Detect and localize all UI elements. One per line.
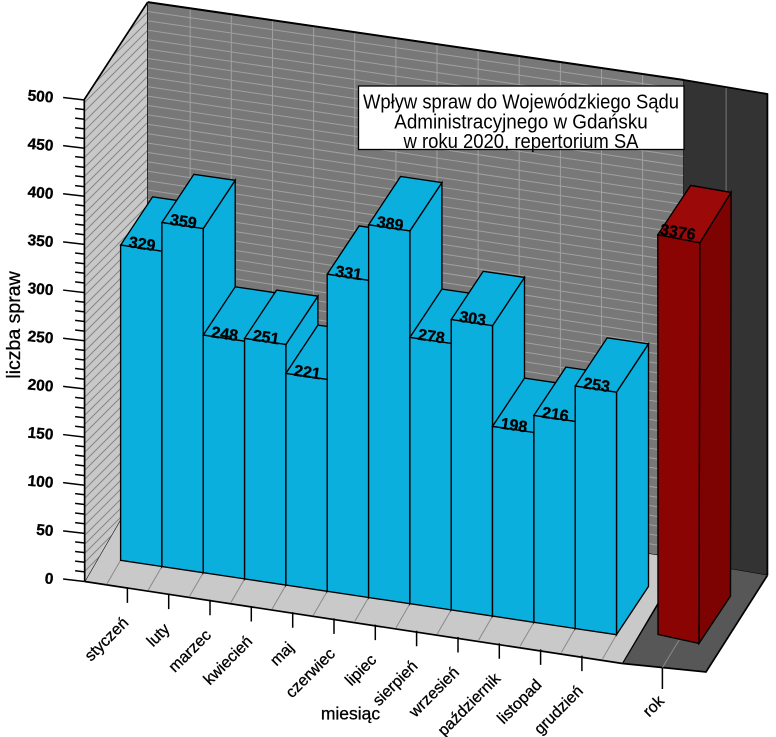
svg-text:253: 253 [582,375,611,396]
svg-text:200: 200 [27,376,54,395]
svg-text:450: 450 [27,136,54,155]
svg-text:3376: 3376 [659,222,697,244]
svg-text:50: 50 [35,522,54,540]
svg-text:150: 150 [27,425,54,444]
svg-text:329: 329 [128,234,157,255]
svg-text:278: 278 [417,327,446,348]
svg-text:0: 0 [44,570,54,588]
svg-text:Administracyjnego w Gdańsku: Administracyjnego w Gdańsku [394,112,648,134]
svg-text:251: 251 [252,328,281,349]
svg-text:248: 248 [210,324,239,345]
svg-text:500: 500 [27,87,54,106]
svg-text:221: 221 [293,363,322,384]
svg-text:miesiąc: miesiąc [321,704,381,724]
svg-text:250: 250 [27,328,54,347]
svg-text:331: 331 [334,263,363,284]
svg-text:303: 303 [458,309,487,330]
svg-text:300: 300 [27,280,54,299]
svg-text:w roku 2020, repertorium SA: w roku 2020, repertorium SA [403,131,639,153]
svg-text:400: 400 [27,184,54,203]
svg-text:350: 350 [27,232,54,251]
svg-text:359: 359 [169,212,198,233]
svg-text:100: 100 [27,473,54,492]
svg-text:Wpływ spraw do Wojewódzkiego S: Wpływ spraw do Wojewódzkiego Sądu [363,91,679,113]
svg-text:389: 389 [376,214,405,235]
svg-text:198: 198 [499,416,528,437]
svg-text:liczba spraw: liczba spraw [3,270,25,378]
svg-text:216: 216 [541,405,570,426]
